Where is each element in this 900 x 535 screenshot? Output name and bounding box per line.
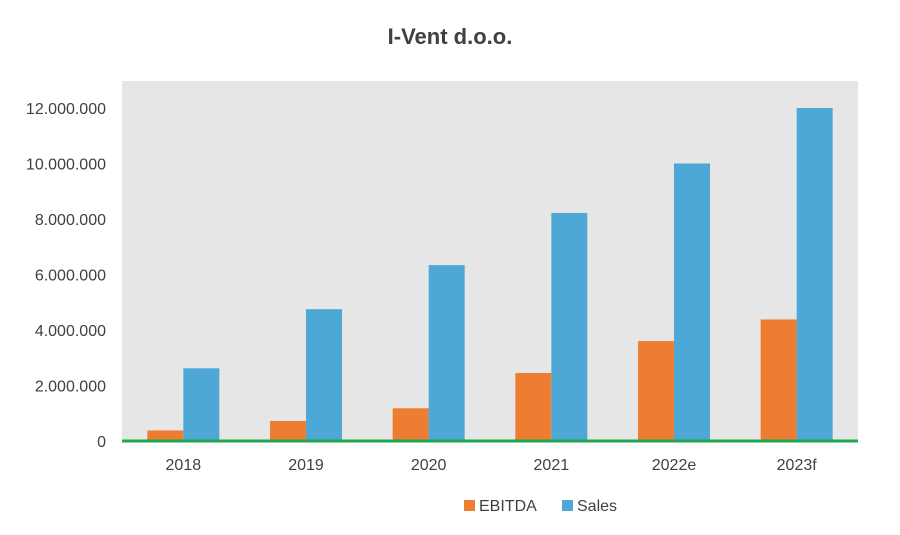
bar-sales-2020 (428, 265, 465, 441)
legend-swatch-sales (562, 500, 573, 511)
bar-sales-2023f (796, 108, 833, 441)
bar-ebitda-2022e (638, 341, 674, 441)
y-axis: 0 2.000.000 4.000.000 6.000.000 8.000.000 10.… (26, 101, 106, 451)
x-tick-label: 2022e (652, 457, 697, 474)
bar-sales-2021 (551, 212, 588, 441)
bars (147, 108, 833, 441)
y-tick-label: 12.000.000 (26, 101, 106, 118)
legend-swatch-ebitda (464, 500, 475, 511)
bar-ebitda-2021 (515, 373, 552, 441)
x-tick-label: 2018 (166, 457, 202, 474)
bar-sales-2022e (674, 163, 710, 441)
bar-ebitda-2018 (147, 430, 184, 441)
x-tick-label: 2021 (534, 457, 570, 474)
x-tick-label: 2019 (288, 457, 324, 474)
y-tick-label: 0 (97, 434, 106, 451)
bar-sales-2019 (306, 309, 342, 441)
y-tick-label: 8.000.000 (35, 212, 106, 229)
y-tick-label: 10.000.000 (26, 157, 106, 174)
legend: EBITDA Sales (464, 498, 617, 515)
y-tick-label: 4.000.000 (35, 323, 106, 340)
legend-label-ebitda: EBITDA (479, 498, 537, 515)
bar-ebitda-2019 (270, 421, 306, 441)
plot-area (122, 81, 858, 441)
x-tick-label: 2020 (411, 457, 447, 474)
y-tick-label: 6.000.000 (35, 268, 106, 285)
legend-label-sales: Sales (577, 498, 617, 515)
y-tick-label: 2.000.000 (35, 379, 106, 396)
x-tick-label: 2023f (777, 457, 818, 474)
bar-sales-2018 (183, 368, 220, 441)
chart-title: I-Vent d.o.o. (387, 24, 513, 49)
x-axis: 2018 2019 2020 2021 2022e 2023f (166, 457, 818, 474)
bar-ebitda-2020 (392, 408, 429, 441)
bar-ebitda-2023f (760, 319, 797, 441)
